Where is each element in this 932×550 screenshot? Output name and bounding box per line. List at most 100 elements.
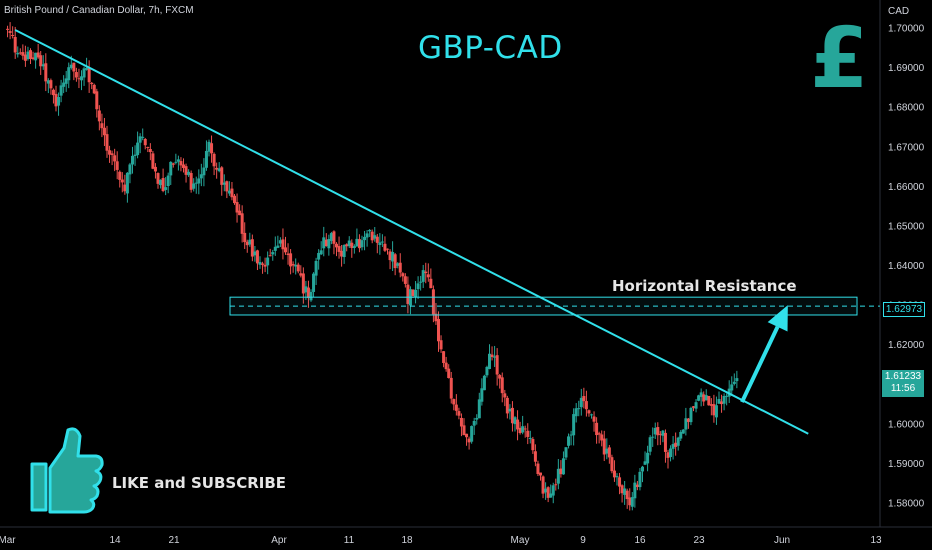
candle-body — [54, 93, 58, 107]
candle-body — [488, 353, 491, 370]
candle-body — [490, 354, 494, 357]
candle-body — [153, 166, 157, 172]
candle-body — [459, 417, 463, 427]
candle-body — [271, 252, 275, 255]
candle-body — [266, 257, 270, 266]
candle-body — [536, 463, 540, 474]
price-axis: 1.70000 1.69000 1.68000 1.67000 1.66000 1.650… — [879, 0, 925, 527]
candle-body — [383, 243, 387, 251]
candle-body — [533, 451, 537, 462]
candle-body — [388, 251, 392, 261]
candle-body — [572, 414, 576, 436]
candle-body — [217, 168, 221, 172]
candle-body — [643, 461, 647, 465]
candle-body — [480, 388, 484, 402]
candle-body — [225, 181, 229, 192]
candle-body — [296, 264, 300, 272]
candle-body — [503, 393, 507, 398]
candle-body — [16, 52, 20, 55]
candle-body — [210, 143, 214, 154]
time-tick-label: 11 — [344, 535, 355, 546]
candle-body — [556, 468, 560, 484]
last-price-value: 1.61233 — [884, 371, 922, 382]
candle-body — [49, 80, 53, 89]
axis-unit-label: CAD — [888, 6, 910, 17]
candle-body — [192, 183, 196, 189]
candle-body — [268, 255, 272, 257]
candle-body — [248, 239, 252, 245]
candle-body — [518, 427, 522, 434]
candle-body — [505, 397, 509, 414]
candle-body — [146, 146, 150, 148]
candle-body — [350, 242, 354, 248]
candle-body — [314, 260, 318, 276]
candle-body — [692, 406, 695, 408]
candle-body — [602, 438, 606, 455]
projection-arrow-head — [767, 305, 788, 332]
candle-body — [11, 34, 15, 37]
candle-body — [398, 262, 402, 273]
time-tick-label: 18 — [401, 535, 413, 546]
candle-body — [176, 159, 180, 162]
candle-body — [419, 281, 423, 283]
candle-body — [189, 173, 193, 190]
candle-body — [141, 136, 145, 138]
candle-body — [36, 52, 40, 58]
candle-body — [380, 241, 384, 243]
candle-body — [261, 263, 265, 265]
candle-body — [284, 247, 287, 253]
candle-body — [633, 482, 637, 499]
candle-body — [544, 488, 548, 493]
candle-body — [123, 184, 127, 192]
candle-body — [291, 264, 295, 266]
candle-body — [554, 484, 558, 486]
projection-arrow-shaft — [740, 325, 780, 403]
candle-body — [57, 96, 61, 106]
candle-body — [475, 417, 479, 420]
candle-body — [197, 178, 201, 184]
candle-body — [712, 404, 716, 416]
candle-body — [735, 378, 739, 382]
candle-body — [235, 202, 239, 213]
candle-body — [424, 271, 428, 274]
candle-body — [337, 246, 341, 252]
candle-body — [498, 375, 502, 379]
candle-body — [449, 377, 453, 399]
candle-body — [638, 471, 642, 488]
candle-body — [255, 250, 259, 264]
candle-body — [23, 54, 27, 61]
price-tick-label: 1.64000 — [888, 261, 925, 272]
candle-body — [653, 427, 657, 435]
candle-body — [309, 291, 313, 301]
candle-body — [202, 167, 206, 176]
candle-body — [618, 477, 622, 487]
candle-body — [77, 78, 81, 80]
candle-body — [64, 78, 68, 84]
time-tick-label: Apr — [271, 535, 287, 546]
candle-body — [444, 362, 448, 370]
candle-body — [245, 241, 249, 246]
candle-body — [421, 270, 425, 282]
candle-body — [97, 110, 101, 122]
candle-body — [403, 276, 407, 284]
candle-body — [416, 283, 420, 290]
time-tick-label: May — [511, 535, 530, 546]
candle-body — [579, 397, 583, 408]
candle-body — [90, 82, 94, 85]
candle-body — [630, 497, 634, 507]
candle-body — [541, 476, 545, 494]
candle-body — [393, 254, 397, 269]
candle-body — [238, 210, 242, 216]
candle-body — [368, 229, 372, 232]
candle-body — [69, 64, 73, 68]
candle-body — [714, 405, 718, 418]
candle-body — [131, 155, 134, 165]
candle-body — [684, 418, 688, 430]
candle-body — [258, 262, 262, 265]
candle-body — [628, 497, 632, 506]
candle-body — [212, 153, 216, 167]
candle-body — [115, 161, 119, 170]
candle-body — [401, 273, 405, 277]
candle-body — [669, 448, 673, 457]
